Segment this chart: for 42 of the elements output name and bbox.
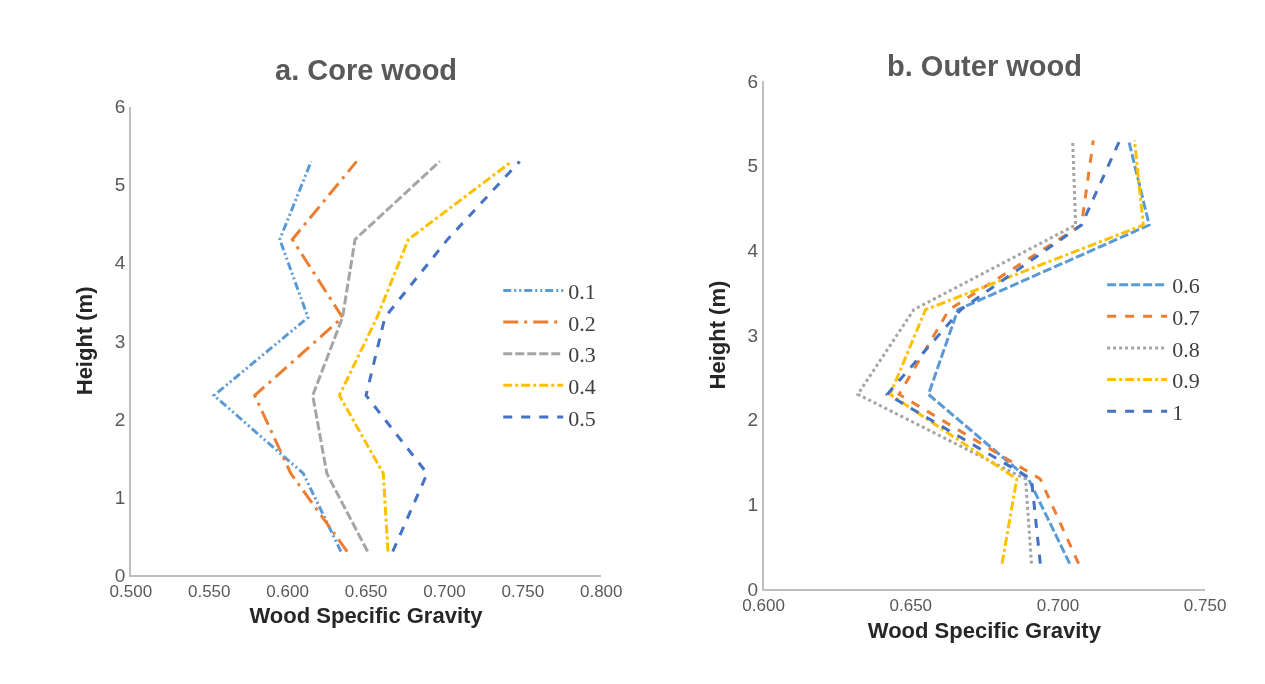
x-tick-label: 0.750 [1183, 596, 1227, 616]
x-axis-title: Wood Specific Gravity [867, 617, 1102, 643]
y-tick-label: 2 [114, 408, 126, 430]
y-tick-label: 4 [114, 252, 126, 274]
line-series [253, 159, 359, 554]
x-tick-label: 0.550 [187, 582, 231, 602]
legend-label: 0.4 [568, 373, 596, 399]
y-tick-label: 5 [747, 155, 759, 177]
line-series [212, 159, 343, 554]
line-series [311, 159, 442, 554]
y-tick-label: 6 [114, 96, 126, 118]
y-tick-label: 5 [114, 174, 126, 196]
x-tick-label: 0.650 [889, 596, 933, 616]
x-tick-label: 0.750 [501, 582, 545, 602]
line-series [364, 159, 522, 554]
legend-label: 0.2 [568, 310, 596, 336]
legend-label: 0.8 [1172, 336, 1200, 362]
x-tick-label: 0.800 [579, 582, 623, 602]
legend-label: 0.6 [1172, 273, 1200, 299]
legend-label: 0.5 [568, 405, 596, 431]
x-axis-title: Wood Specific Gravity [249, 603, 484, 629]
y-axis-title: Height (m) [72, 286, 98, 396]
legend-label: 0.3 [568, 342, 596, 368]
y-tick-label: 1 [747, 494, 759, 516]
legend-label: 0.1 [568, 279, 596, 305]
chart-title: a. Core wood [275, 54, 458, 86]
x-tick-label: 0.600 [266, 582, 309, 602]
line-series [897, 138, 1095, 566]
y-tick-label: 4 [747, 240, 759, 262]
y-tick-label: 1 [114, 486, 126, 508]
y-tick-label: 3 [114, 330, 126, 352]
legend-label: 1 [1172, 399, 1184, 425]
y-tick-label: 6 [747, 70, 759, 92]
x-tick-label: 0.700 [423, 582, 466, 602]
x-tick-label: 0.650 [344, 582, 388, 602]
legend-label: 0.9 [1172, 368, 1200, 394]
y-tick-label: 2 [747, 409, 759, 431]
chart-title: b. Outer wood [887, 50, 1082, 82]
y-tick-label: 3 [747, 324, 759, 346]
legend-label: 0.7 [1172, 304, 1200, 330]
y-axis-title: Height (m) [704, 280, 730, 390]
x-tick-label: 0.700 [1036, 596, 1080, 616]
